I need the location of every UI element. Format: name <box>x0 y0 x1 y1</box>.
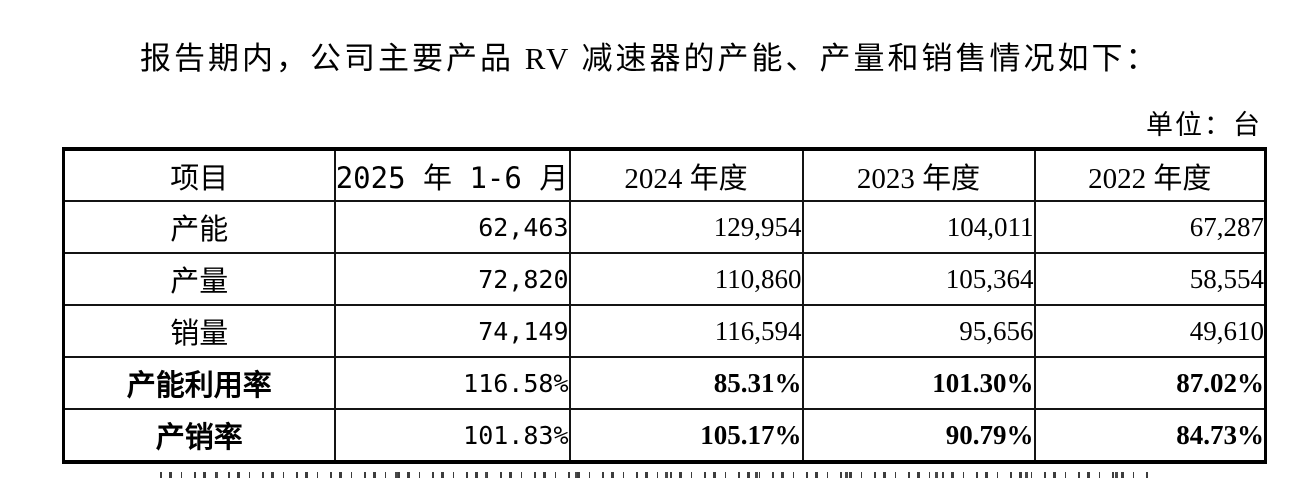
cell-value: 84.73% <box>1033 408 1267 463</box>
cell-value: 74,149 <box>333 304 571 358</box>
row-label: 产销率 <box>62 408 336 463</box>
column-header-3: 2023 年度 <box>801 148 1036 202</box>
table-row-1: 产量 72,820 110,860 105,364 58,554 <box>62 252 1267 306</box>
table-header-row: 项目 2025 年 1-6 月 2024 年度 2023 年度 2022 年度 <box>62 148 1267 202</box>
cell-value: 90.79% <box>801 408 1036 463</box>
column-header-0: 项目 <box>62 148 336 202</box>
table-row-0: 产能 62,463 129,954 104,011 67,287 <box>62 200 1267 254</box>
cell-value: 67,287 <box>1033 200 1267 254</box>
cell-value: 110,860 <box>568 252 804 306</box>
column-header-4: 2022 年度 <box>1033 148 1267 202</box>
clipped-next-paragraph-top <box>160 472 1155 478</box>
cell-value: 129,954 <box>568 200 804 254</box>
table-row-3: 产能利用率 116.58% 85.31% 101.30% 87.02% <box>62 356 1267 410</box>
cell-value: 116.58% <box>333 356 571 410</box>
cell-value: 85.31% <box>568 356 804 410</box>
cell-value: 105,364 <box>801 252 1036 306</box>
cell-value: 87.02% <box>1033 356 1267 410</box>
intro-paragraph: 报告期内，公司主要产品 RV 减速器的产能、产量和销售情况如下： <box>140 41 1160 76</box>
cell-value: 95,656 <box>801 304 1036 358</box>
table-body: 产能 62,463 129,954 104,011 67,287 产量 72,820 110,… <box>62 200 1267 463</box>
cell-value: 62,463 <box>333 200 571 254</box>
cell-value: 105.17% <box>568 408 804 463</box>
cell-value: 104,011 <box>801 200 1036 254</box>
table-row-2: 销量 74,149 116,594 95,656 49,610 <box>62 304 1267 358</box>
cell-value: 49,610 <box>1033 304 1267 358</box>
column-header-1: 2025 年 1-6 月 <box>333 148 571 202</box>
row-label: 销量 <box>62 304 336 358</box>
column-header-2: 2024 年度 <box>568 148 804 202</box>
unit-note: 单位：台 <box>1146 110 1262 140</box>
cell-value: 101.83% <box>333 408 571 463</box>
production-sales-table: 项目 2025 年 1-6 月 2024 年度 2023 年度 2022 年度 产能 62… <box>62 147 1267 464</box>
cell-value: 116,594 <box>568 304 804 358</box>
cell-value: 72,820 <box>333 252 571 306</box>
cell-value: 58,554 <box>1033 252 1267 306</box>
row-label: 产能 <box>62 200 336 254</box>
table-row-4: 产销率 101.83% 105.17% 90.79% 84.73% <box>62 408 1267 463</box>
cell-value: 101.30% <box>801 356 1036 410</box>
row-label: 产能利用率 <box>62 356 336 410</box>
row-label: 产量 <box>62 252 336 306</box>
